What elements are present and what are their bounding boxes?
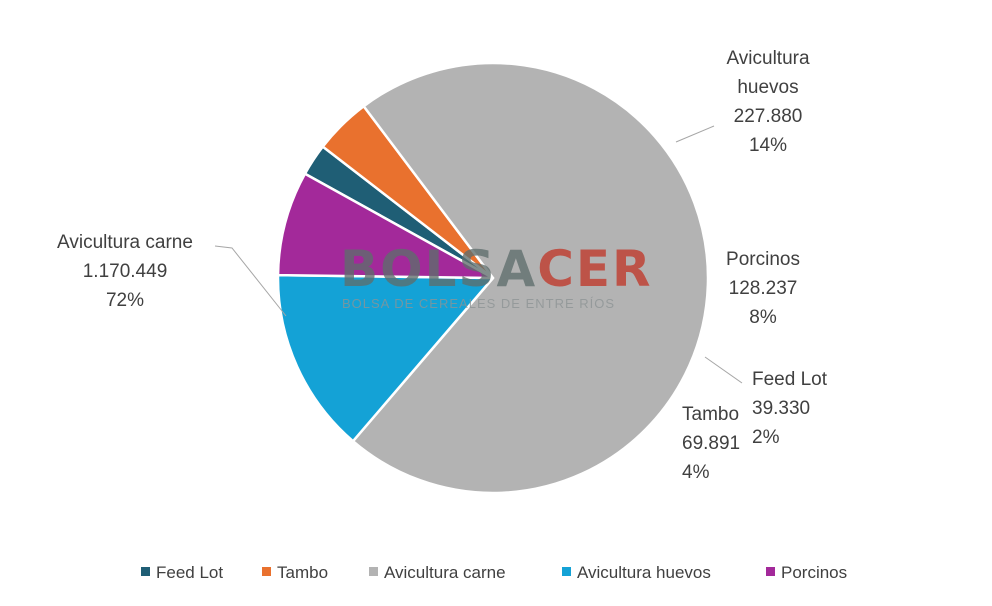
legend-label-tambo: Tambo (277, 563, 328, 582)
data-label-value: 1.170.449 (83, 261, 168, 282)
data-label-percent: 72% (106, 290, 144, 311)
data-label-name-1: huevos (737, 77, 798, 98)
legend-item-tambo: Tambo (262, 563, 328, 582)
leader-line-avicultura-carne (214, 245, 287, 317)
data-label-feed-lot: Feed Lot 39.330 2% (752, 369, 828, 448)
data-label-value: 128.237 (729, 278, 798, 299)
watermark-tagline: BOLSA DE CEREALES DE ENTRE RÍOS (342, 296, 615, 311)
legend-swatch-porcinos (766, 567, 775, 576)
legend-swatch-avicultura-huevos (562, 567, 571, 576)
legend-item-avicultura-carne: Avicultura carne (369, 563, 506, 582)
data-label-percent: 2% (752, 427, 780, 448)
data-label-value: 227.880 (734, 106, 803, 127)
pie-slice-avicultura-huevos (276, 273, 495, 443)
pie-slice-porcinos (276, 172, 495, 280)
legend-label-feed-lot: Feed Lot (156, 563, 223, 582)
legend-label-porcinos: Porcinos (781, 563, 847, 582)
data-label-percent: 4% (682, 462, 710, 483)
legend-swatch-tambo (262, 567, 271, 576)
data-label-value: 39.330 (752, 398, 810, 419)
data-label-porcinos: Porcinos 128.237 8% (726, 249, 800, 328)
leader-line-avicultura-huevos (675, 125, 715, 143)
data-label-value: 69.891 (682, 433, 740, 454)
data-label-name-0: Feed Lot (752, 369, 828, 390)
data-label-avicultura-carne: Avicultura carne 1.170.449 72% (57, 232, 193, 311)
data-label-percent: 14% (749, 135, 787, 156)
data-label-name-0: Avicultura carne (57, 232, 193, 253)
legend-swatch-avicultura-carne (369, 567, 378, 576)
watermark: BOLSACER BOLSA DE CEREALES DE ENTRE RÍOS (340, 240, 653, 311)
legend: Feed Lot Tambo Avicultura carne Avicultura … (141, 563, 847, 582)
data-label-name-0: Porcinos (726, 249, 800, 270)
watermark-brand-left: BOLSA (340, 240, 537, 298)
legend-item-avicultura-huevos: Avicultura huevos (562, 563, 711, 582)
pie-slice-avicultura-carne (351, 61, 710, 495)
watermark-brand-right: CER (537, 240, 652, 298)
data-label-name-0: Avicultura (726, 48, 810, 69)
data-label-name-0: Tambo (682, 404, 739, 425)
data-label-tambo: Tambo 69.891 4% (682, 404, 740, 483)
legend-label-avicultura-carne: Avicultura carne (384, 563, 506, 582)
leader-line-feed-lot (704, 356, 743, 384)
data-labels: Feed Lot 39.330 2% Tambo 69.891 4% Avicultura … (57, 48, 828, 483)
data-label-avicultura-huevos: Avicultura huevos 227.880 14% (726, 48, 810, 156)
data-label-percent: 8% (749, 307, 777, 328)
legend-item-feed-lot: Feed Lot (141, 563, 223, 582)
legend-label-avicultura-huevos: Avicultura huevos (577, 563, 711, 582)
leader-lines (214, 125, 743, 384)
pie-slices (276, 61, 710, 495)
watermark-brand: BOLSACER (340, 240, 653, 298)
legend-item-porcinos: Porcinos (766, 563, 847, 582)
legend-swatch-feed-lot (141, 567, 150, 576)
